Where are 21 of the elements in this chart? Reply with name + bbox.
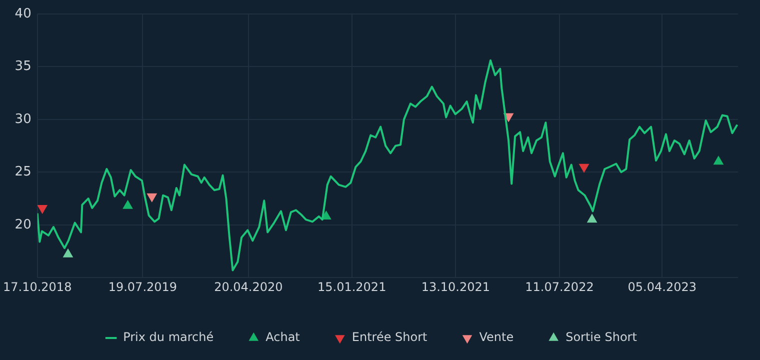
legend-label: Vente [479, 330, 514, 344]
x-tick-label: 17.10.2018 [2, 280, 72, 294]
x-tick-label: 19.07.2019 [108, 280, 178, 294]
point [122, 200, 133, 209]
legend-label: Achat [266, 330, 300, 344]
legend-label: Entrée Short [352, 330, 428, 344]
x-tick-label: 13.10.2021 [421, 280, 490, 294]
y-tick-label: 25 [14, 164, 32, 180]
x-tick-label: 15.01.2021 [318, 280, 386, 294]
legend-label: Prix du marché [123, 330, 214, 344]
point [586, 214, 598, 223]
x-tick-label: 20.04.2020 [214, 280, 283, 294]
legend-label: Sortie Short [566, 330, 638, 344]
x-tick-label: 05.04.2023 [628, 280, 697, 294]
x-tick-label: 11.07.2022 [525, 280, 594, 294]
y-tick-label: 30 [14, 112, 32, 127]
point [62, 248, 74, 258]
point [578, 164, 590, 173]
y-tick-label: 20 [14, 217, 32, 232]
y-tick-label: 35 [14, 59, 32, 74]
y-tick-label: 40 [14, 6, 32, 22]
